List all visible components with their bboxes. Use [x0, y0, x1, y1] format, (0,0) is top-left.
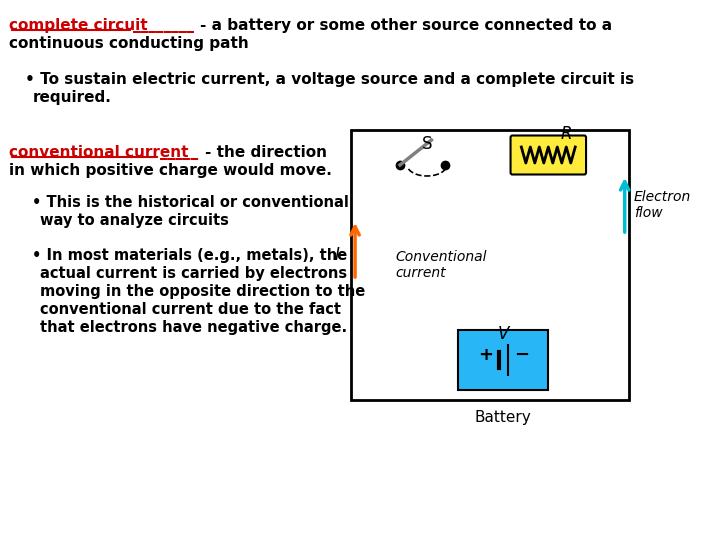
Text: that electrons have negative charge.: that electrons have negative charge. [40, 320, 346, 335]
Text: Conventional
current: Conventional current [395, 250, 487, 280]
Bar [459, 330, 549, 390]
FancyBboxPatch shape [510, 136, 586, 174]
Text: - a battery or some other source connected to a: - a battery or some other source connect… [199, 18, 612, 33]
Text: way to analyze circuits: way to analyze circuits [40, 213, 228, 228]
Text: moving in the opposite direction to the: moving in the opposite direction to the [40, 284, 365, 299]
Text: +: + [478, 346, 493, 364]
Text: Battery: Battery [475, 410, 532, 425]
Text: conventional current: conventional current [9, 145, 189, 160]
Text: R: R [561, 125, 572, 143]
Text: • To sustain electric current, a voltage source and a complete circuit is: • To sustain electric current, a voltage… [25, 72, 634, 87]
Text: −: − [514, 346, 529, 364]
Text: - the direction: - the direction [205, 145, 327, 160]
Text: I: I [335, 246, 340, 264]
Text: actual current is carried by electrons: actual current is carried by electrons [40, 266, 346, 281]
Text: conventional current due to the fact: conventional current due to the fact [40, 302, 341, 317]
Text: in which positive charge would move.: in which positive charge would move. [9, 163, 332, 178]
Text: • In most materials (e.g., metals), the: • In most materials (e.g., metals), the [32, 248, 348, 263]
Bar [351, 130, 629, 400]
Text: V: V [498, 325, 509, 343]
Text: ________: ________ [133, 18, 194, 33]
Text: continuous conducting path: continuous conducting path [9, 36, 248, 51]
Text: _____: _____ [160, 145, 198, 160]
Text: complete circuit: complete circuit [9, 18, 148, 33]
Text: required.: required. [32, 90, 111, 105]
Text: • This is the historical or conventional: • This is the historical or conventional [32, 195, 349, 210]
Text: S: S [422, 135, 432, 153]
Text: Electron
flow: Electron flow [634, 190, 691, 220]
